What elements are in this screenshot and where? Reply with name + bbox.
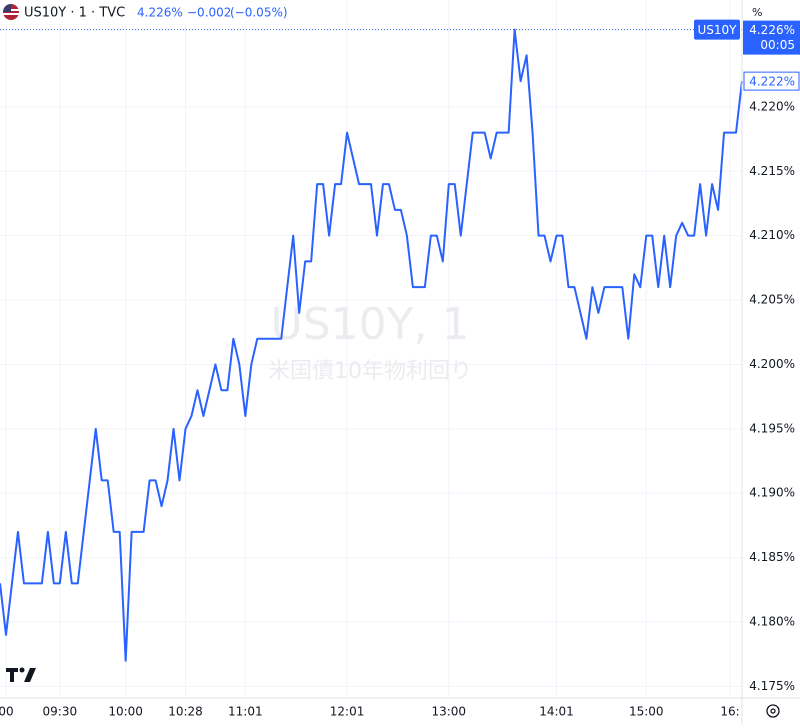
symbol[interactable]: US10Y · 1 · TVC — [24, 6, 125, 21]
x-tick-label: 16: — [720, 705, 739, 719]
y-tick-label: 4.175% — [749, 679, 795, 693]
flag-icon — [3, 4, 19, 20]
y-tick-label: 4.205% — [749, 293, 795, 307]
y-tick-label: 4.200% — [749, 357, 795, 371]
x-tick-label: 10:28 — [168, 705, 203, 719]
axis-unit: % — [752, 6, 762, 19]
watermark-sub: 米国債10年物利回り — [268, 359, 472, 384]
price-badge-label: 4.226% — [749, 23, 795, 37]
y-tick-label: 4.190% — [749, 486, 795, 500]
symbol-badge-label: US10Y — [698, 23, 738, 37]
symbol-badge — [694, 19, 740, 40]
x-tick-label: 13:00 — [431, 705, 466, 719]
price: 4.226% — [137, 6, 183, 20]
change: −0.002 — [187, 6, 231, 20]
x-tick-label: 11:01 — [228, 705, 263, 719]
current-badge-label: 4.222% — [749, 75, 795, 89]
x-tick-label: 14:01 — [539, 705, 574, 719]
y-tick-label: 4.215% — [749, 164, 795, 178]
y-tick-label: 4.185% — [749, 550, 795, 564]
header-bg — [0, 0, 330, 24]
y-tick-label: 4.195% — [749, 421, 795, 435]
countdown-label: 00:05 — [760, 38, 795, 52]
x-tick-label: 15:00 — [629, 705, 664, 719]
y-tick-label: 4.220% — [749, 99, 795, 113]
x-tick-label: 12:01 — [330, 705, 365, 719]
x-tick-label: 00 — [0, 705, 14, 719]
current-badge — [743, 71, 800, 91]
watermark: US10Y, 1 — [271, 299, 470, 350]
x-tick-label: 10:00 — [108, 705, 143, 719]
tv-logo — [6, 667, 36, 682]
x-tick-label: 09:30 — [43, 705, 78, 719]
price-badge — [743, 20, 800, 55]
y-tick-label: 4.180% — [749, 615, 795, 629]
y-tick-label: 4.210% — [749, 228, 795, 242]
change-pct: (−0.05%) — [230, 6, 288, 20]
settings-button[interactable] — [766, 704, 780, 718]
price-line-series — [0, 28, 743, 662]
